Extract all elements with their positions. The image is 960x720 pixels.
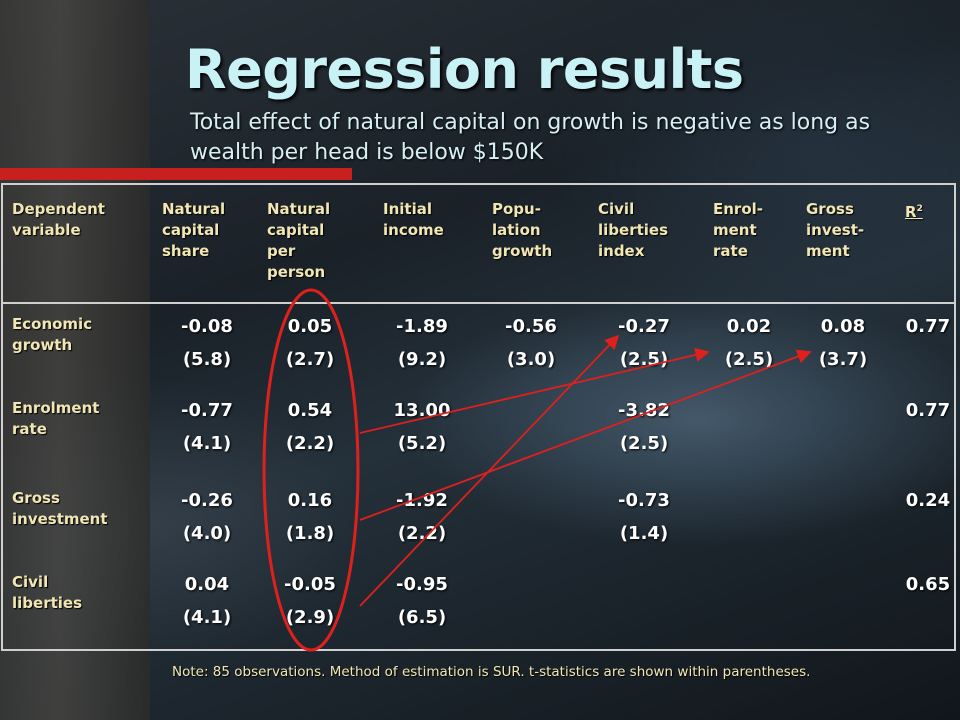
accent-bar bbox=[0, 168, 352, 180]
header-civil-liberties-index: Civil liberties index bbox=[598, 200, 669, 260]
header-enrolment-rate: Enrol- ment rate bbox=[713, 200, 763, 260]
table-cell: -0.56 (3.0) bbox=[505, 316, 557, 370]
table-cell: 13.00 (5.2) bbox=[393, 400, 451, 454]
r-squared-value: 0.77 bbox=[905, 400, 951, 421]
slide-subtitle: Total effect of natural capital on growt… bbox=[190, 110, 871, 165]
r-squared-value: 0.77 bbox=[905, 316, 951, 337]
table-cell: 0.16 (1.8) bbox=[285, 490, 335, 544]
table-cell: -0.08 (5.8) bbox=[181, 316, 233, 370]
table-cell: -0.77 (4.1) bbox=[181, 400, 233, 454]
table-cell: -0.26 (4.0) bbox=[181, 490, 233, 544]
table-cell: -0.05 (2.9) bbox=[284, 574, 336, 628]
header-divider bbox=[1, 302, 956, 304]
regression-table bbox=[1, 183, 956, 651]
header-population-growth: Popu- lation growth bbox=[492, 200, 553, 260]
table-cell: 0.04 (4.1) bbox=[182, 574, 232, 628]
table-cell: 0.08 (3.7) bbox=[818, 316, 868, 370]
header-natural-capital-share: Natural capital share bbox=[162, 200, 226, 260]
table-cell: 0.54 (2.2) bbox=[285, 400, 335, 454]
r-squared-value: 0.24 bbox=[905, 490, 951, 511]
row-label-enrolment-rate: Enrolment rate bbox=[12, 399, 100, 438]
row-label-economic-growth: Economic growth bbox=[12, 315, 93, 354]
table-cell: -0.73 (1.4) bbox=[618, 490, 670, 544]
table-cell: 0.02 (2.5) bbox=[724, 316, 774, 370]
table-cell: -0.95 (6.5) bbox=[396, 574, 448, 628]
background-strip bbox=[0, 0, 150, 720]
header-initial-income: Initial income bbox=[383, 200, 444, 239]
table-cell: -1.92 (2.2) bbox=[396, 490, 448, 544]
table-cell: -0.27 (2.5) bbox=[618, 316, 670, 370]
table-cell: -1.89 (9.2) bbox=[396, 316, 448, 370]
header-dependent-variable: Dependent variable bbox=[12, 200, 105, 239]
header-gross-investment: Gross invest- ment bbox=[806, 200, 865, 260]
row-label-civil-liberties: Civil liberties bbox=[12, 573, 83, 612]
slide-title: Regression results bbox=[185, 38, 744, 101]
footnote: Note: 85 observations. Method of estimat… bbox=[172, 664, 811, 680]
r-squared-value: 0.65 bbox=[905, 574, 951, 595]
row-label-gross-investment: Gross investment bbox=[12, 489, 108, 528]
header-natural-capital-per-person: Natural capital per person bbox=[267, 200, 331, 281]
header-r-squared: R2 bbox=[905, 203, 923, 221]
table-cell: 0.05 (2.7) bbox=[285, 316, 335, 370]
table-cell: -3.82 (2.5) bbox=[618, 400, 670, 454]
